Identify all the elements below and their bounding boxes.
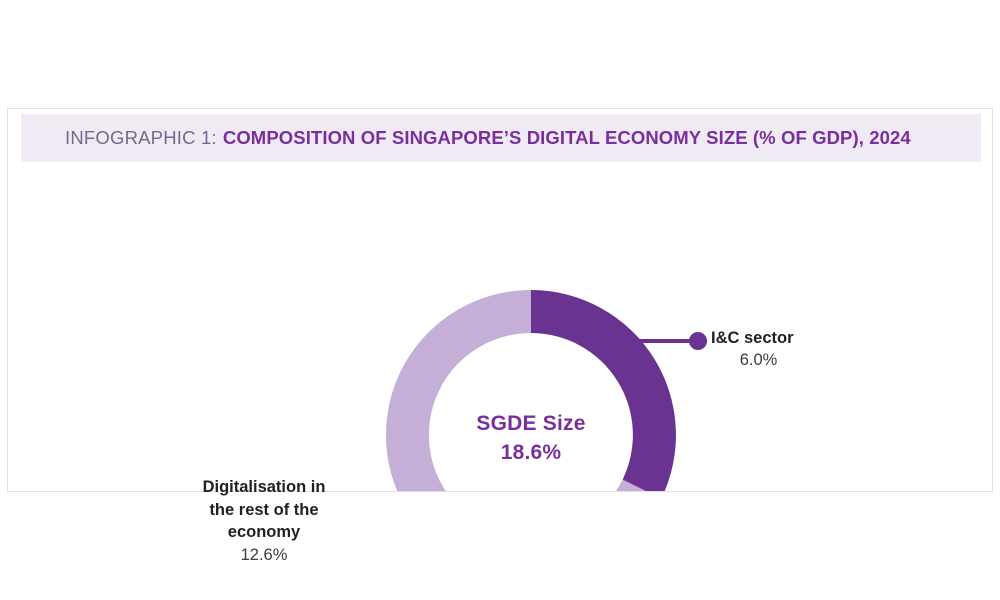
donut-chart: SGDE Size 18.6% I&C sector 6.0% Digitali… <box>8 162 992 564</box>
leader-dot-ic-sector <box>689 332 707 350</box>
infographic-header-band: INFOGRAPHIC 1: COMPOSITION OF SINGAPORE’… <box>21 114 981 162</box>
callout-rest-of-economy-name-line3: economy <box>227 523 301 541</box>
donut-slice-ic-sector <box>531 290 676 491</box>
callout-ic-sector-value: 6.0% <box>739 351 778 369</box>
donut-chart-svg <box>385 290 707 491</box>
callout-rest-of-economy: Digitalisation in the rest of the econom… <box>184 476 344 567</box>
callout-ic-sector: I&C sector 6.0% <box>711 327 941 371</box>
page-title: COMPOSITION OF SINGAPORE’S DIGITAL ECONO… <box>222 127 911 148</box>
callout-ic-sector-name: I&C sector <box>711 329 794 347</box>
infographic-card: INFOGRAPHIC 1: COMPOSITION OF SINGAPORE’… <box>7 108 993 564</box>
infographic-number-label: INFOGRAPHIC 1: <box>65 127 217 148</box>
callout-rest-of-economy-value: 12.6% <box>240 545 288 564</box>
donut-slice-rest-of-economy <box>385 290 646 491</box>
callout-rest-of-economy-name-line2: the rest of the <box>209 500 319 519</box>
callout-rest-of-economy-name-line1: Digitalisation in <box>202 478 326 496</box>
